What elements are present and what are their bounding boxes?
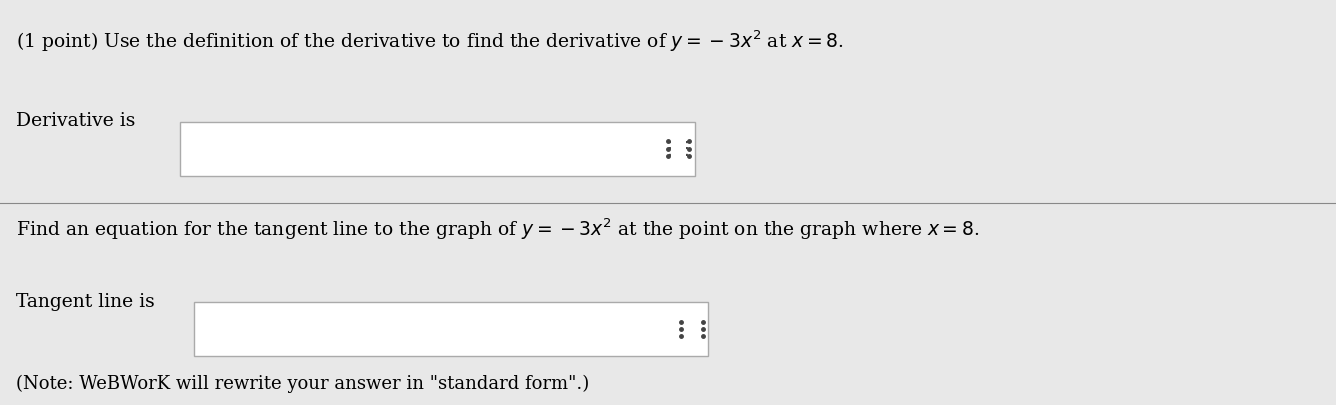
- Text: ⋮⋮: ⋮⋮: [661, 140, 696, 158]
- Text: Tangent line is: Tangent line is: [16, 293, 155, 311]
- Text: (Note: WeBWorK will rewrite your answer in "standard form".): (Note: WeBWorK will rewrite your answer …: [16, 375, 589, 393]
- Text: Derivative is: Derivative is: [16, 113, 135, 130]
- Text: Find an equation for the tangent line to the graph of $y = -3x^2$ at the point o: Find an equation for the tangent line to…: [16, 217, 979, 242]
- FancyBboxPatch shape: [194, 302, 708, 356]
- FancyBboxPatch shape: [180, 122, 695, 176]
- Text: (1 point) Use the definition of the derivative to find the derivative of $y = -3: (1 point) Use the definition of the deri…: [16, 28, 844, 54]
